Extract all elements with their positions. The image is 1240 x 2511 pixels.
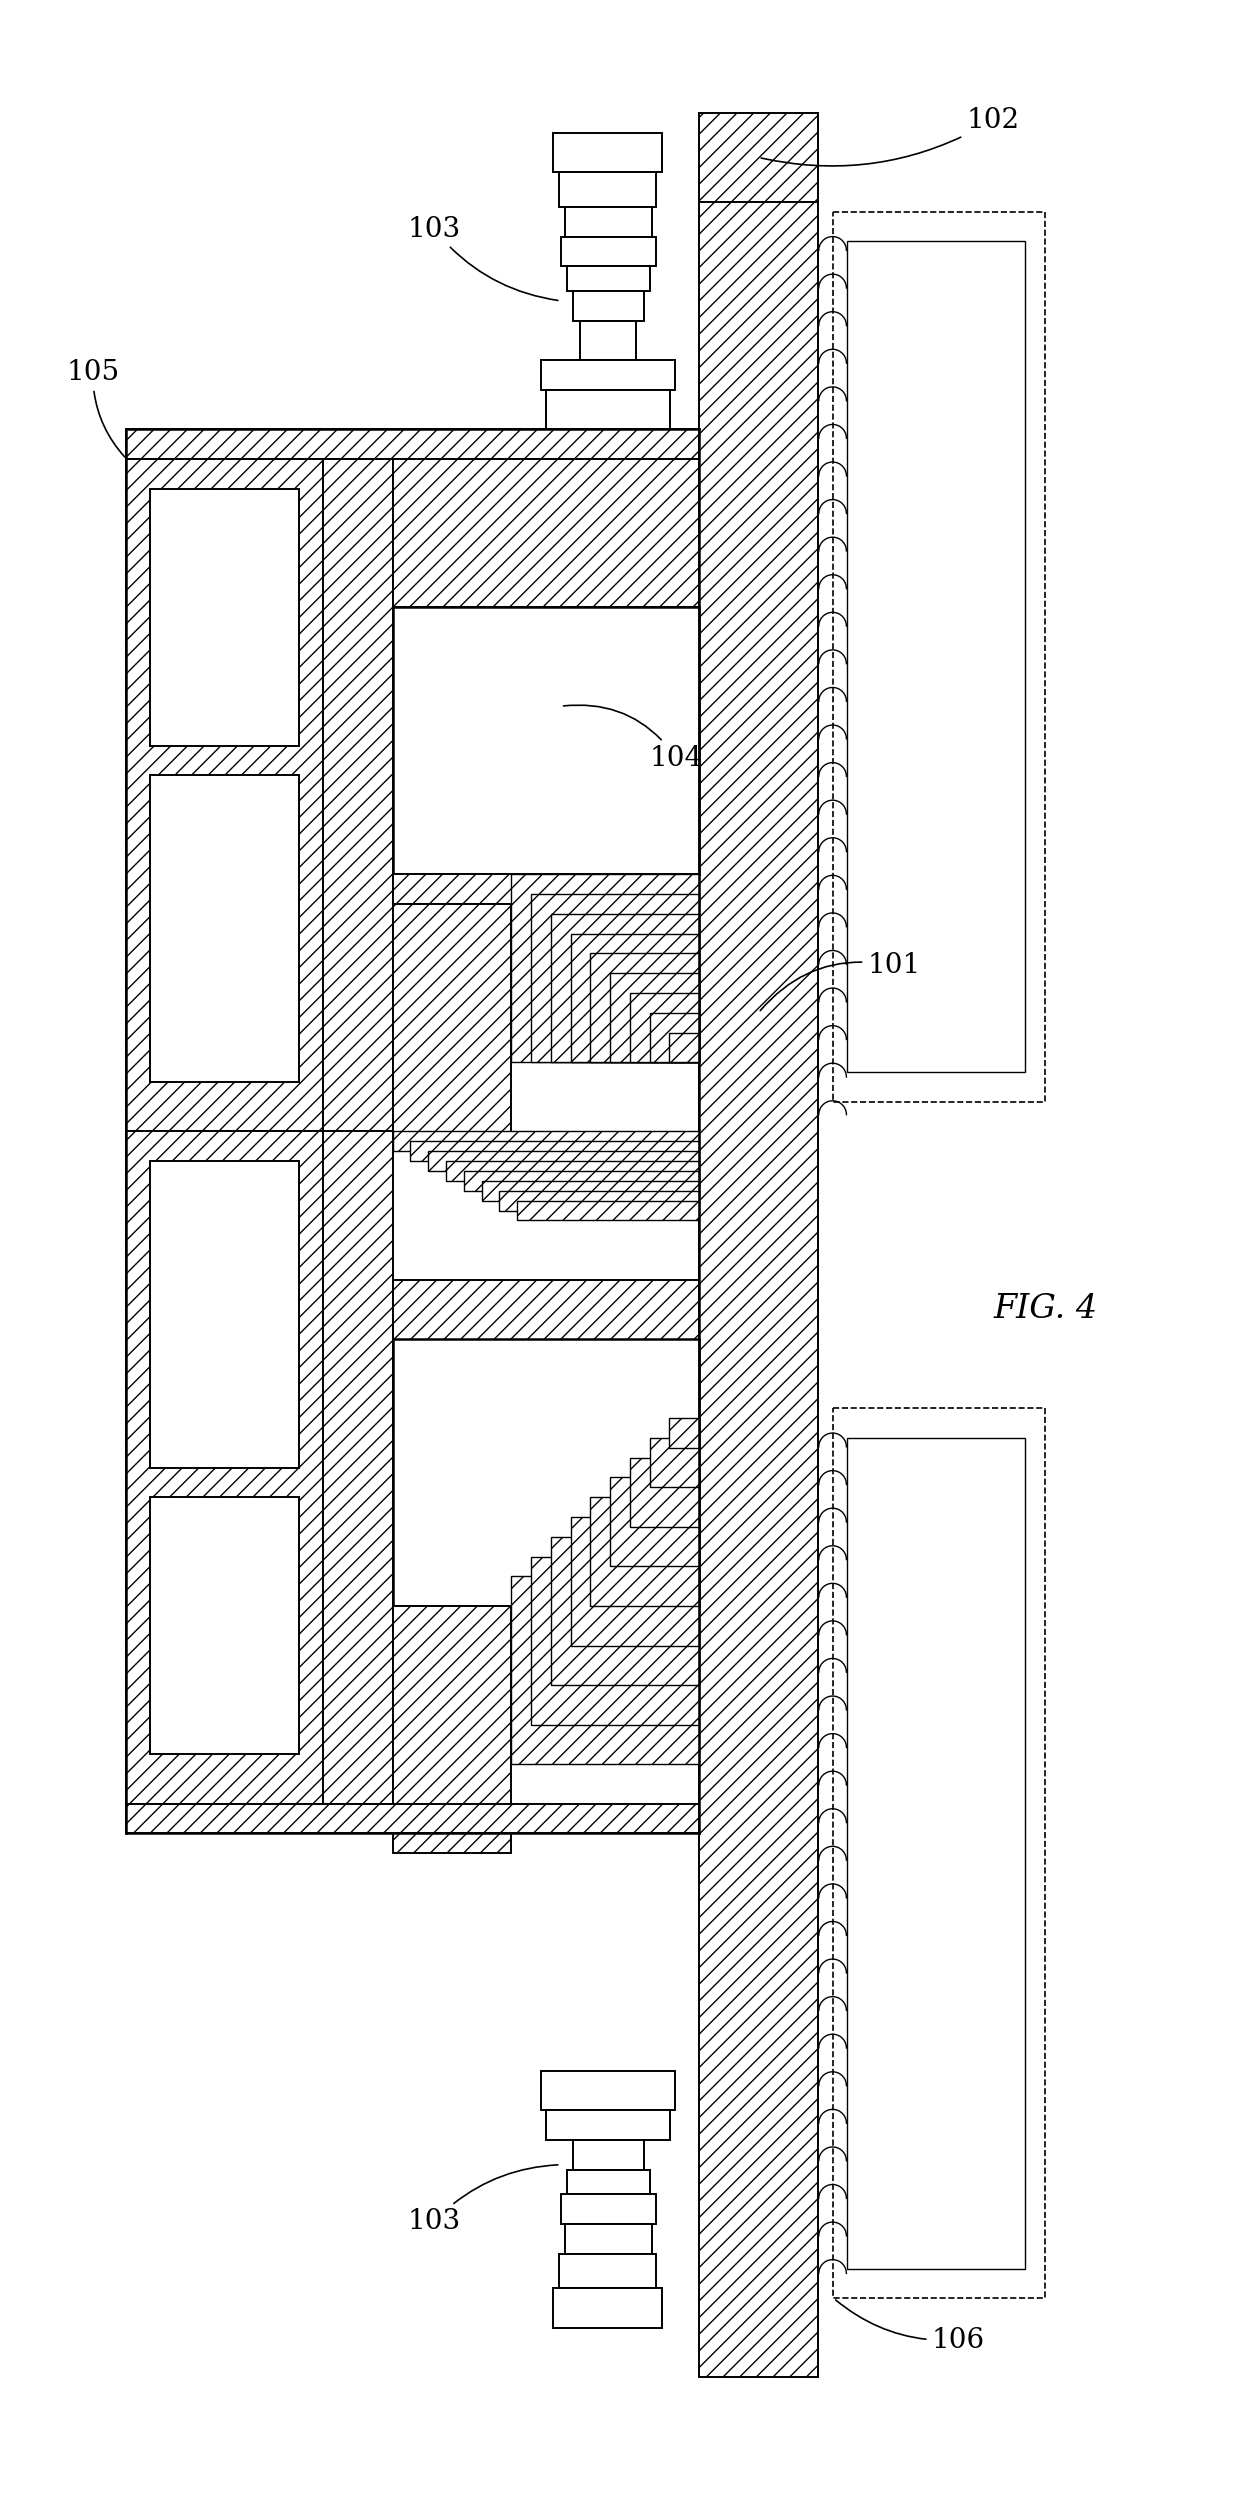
Bar — [670, 1419, 699, 1449]
Bar — [125, 1132, 324, 1803]
Bar — [551, 914, 699, 1062]
Bar — [567, 266, 650, 291]
Bar — [511, 1577, 699, 1765]
Bar — [630, 1459, 699, 1527]
Bar — [517, 1200, 699, 1220]
Bar — [531, 1557, 699, 1725]
Text: FIG. 4: FIG. 4 — [993, 1293, 1097, 1326]
Bar — [610, 974, 699, 1062]
Text: 104: 104 — [563, 706, 703, 771]
Text: 103: 103 — [408, 216, 558, 301]
Bar — [847, 241, 1025, 1072]
Bar — [464, 1170, 699, 1190]
Bar — [393, 904, 511, 1150]
Bar — [564, 206, 652, 236]
Bar — [393, 1281, 699, 1429]
Bar — [150, 776, 299, 1082]
Bar — [324, 460, 393, 1132]
Bar — [832, 1409, 1045, 2298]
Bar — [393, 608, 699, 874]
Bar — [428, 1150, 699, 1170]
Bar — [699, 201, 817, 2378]
Bar — [553, 2288, 661, 2328]
Bar — [125, 1803, 699, 1833]
Bar — [125, 460, 324, 1132]
Bar — [573, 291, 644, 321]
Bar — [567, 2170, 650, 2195]
Bar — [610, 1476, 699, 1567]
Bar — [560, 236, 656, 266]
Bar — [393, 1338, 699, 1607]
Bar — [670, 1032, 699, 1062]
Bar — [699, 113, 817, 201]
Bar — [847, 1439, 1025, 2267]
Bar — [511, 874, 699, 1062]
Bar — [150, 1497, 299, 1755]
Bar — [832, 211, 1045, 1102]
Bar — [650, 1012, 699, 1062]
Bar — [541, 2072, 676, 2109]
Bar — [590, 954, 699, 1062]
Text: 103: 103 — [408, 2164, 558, 2235]
Bar — [410, 1143, 699, 1160]
Bar — [551, 1537, 699, 1685]
Bar — [559, 2255, 656, 2288]
Bar — [564, 2225, 652, 2255]
Bar — [500, 1190, 699, 1210]
Bar — [560, 2195, 656, 2225]
Text: 101: 101 — [760, 952, 920, 1009]
Bar — [580, 321, 636, 359]
Bar — [393, 1132, 699, 1150]
Bar — [393, 1607, 511, 1853]
Bar — [481, 1180, 699, 1200]
Bar — [541, 359, 676, 389]
Bar — [559, 173, 656, 206]
Bar — [150, 1160, 299, 1466]
Text: 106: 106 — [836, 2300, 985, 2353]
Bar — [650, 1439, 699, 1487]
Bar — [630, 992, 699, 1062]
Text: 102: 102 — [761, 108, 1019, 166]
Bar — [570, 1517, 699, 1645]
Bar — [570, 934, 699, 1062]
Bar — [393, 460, 699, 608]
Bar — [446, 1160, 699, 1180]
Bar — [125, 429, 699, 460]
Bar — [590, 1497, 699, 1607]
Bar — [546, 2109, 671, 2139]
Bar — [546, 389, 671, 429]
Bar — [150, 490, 299, 746]
Text: 105: 105 — [66, 359, 125, 457]
Bar — [553, 133, 661, 173]
Bar — [573, 2139, 644, 2170]
Bar — [531, 894, 699, 1062]
Bar — [324, 1132, 393, 1803]
Bar — [393, 874, 699, 904]
